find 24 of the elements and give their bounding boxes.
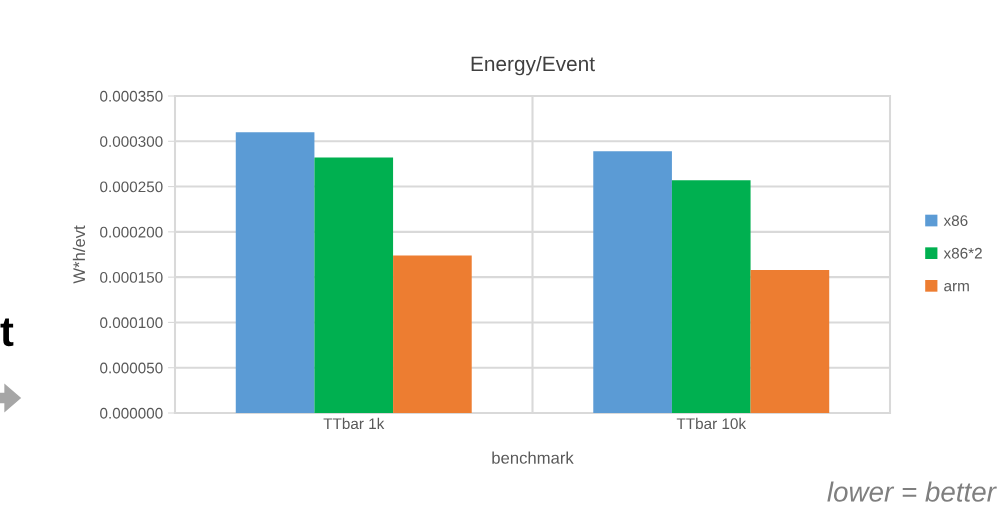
- bar: [750, 269, 830, 413]
- y-tick-label: 0.000050: [100, 362, 163, 374]
- legend-label: x86*2: [943, 247, 982, 259]
- y-tick-label: 0.000000: [100, 407, 163, 419]
- bar: [393, 255, 472, 413]
- text: t: [0, 318, 14, 347]
- x-tick-label: TTbar 10k: [676, 417, 747, 430]
- y-tick-label: 0.000150: [100, 272, 163, 283]
- x-tick-label: TTbar 1k: [323, 417, 385, 430]
- chart-title: Energy/Event: [471, 55, 595, 76]
- y-tick-label: 0.000250: [100, 181, 163, 193]
- y-axis-title: W*h/evt: [72, 225, 86, 284]
- legend-label: x86: [943, 215, 968, 226]
- y-tick-label: 0.000350: [100, 90, 163, 102]
- bar: [593, 151, 672, 413]
- y-tick-label: 0.000300: [100, 136, 163, 147]
- y-tick-label: 0.000200: [100, 226, 163, 238]
- x-axis-title: benchmark: [492, 451, 574, 464]
- bar: [671, 180, 751, 413]
- y-tick-label: 0.000100: [100, 317, 163, 329]
- text: lower = better: [827, 481, 997, 502]
- legend-label: arm: [944, 282, 969, 292]
- bar: [235, 132, 315, 413]
- bar: [314, 157, 394, 413]
